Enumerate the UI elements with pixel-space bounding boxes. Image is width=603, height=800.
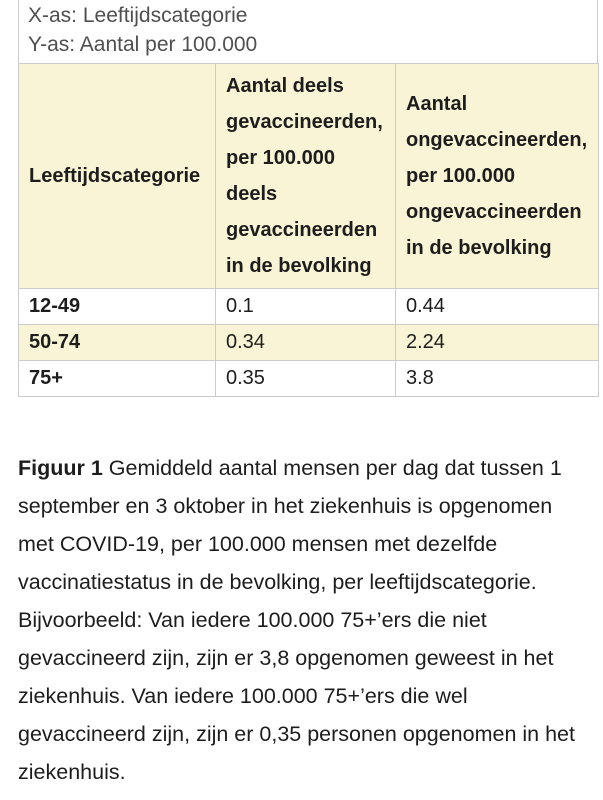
axis-info-box: X-as: Leeftijdscategorie Y-as: Aantal pe… (18, 0, 598, 63)
cell-partly-vaccinated: 0.34 (215, 324, 396, 361)
y-axis-label: Y-as: Aantal per 100.000 (28, 33, 258, 56)
column-header-category: Leeftijdscategorie (18, 63, 216, 289)
header-row: Leeftijdscategorie Aantal deels gevaccin… (18, 63, 599, 289)
figure-caption-text: Gemiddeld aantal mensen per dag dat tuss… (18, 456, 575, 784)
cell-unvaccinated: 3.8 (395, 360, 599, 397)
cell-partly-vaccinated: 0.1 (215, 288, 396, 325)
table-row: 50-74 0.34 2.24 (18, 324, 599, 361)
data-table: Leeftijdscategorie Aantal deels gevaccin… (18, 63, 599, 397)
column-header-partly-vaccinated: Aantal deels gevaccineerden, per 100.000… (215, 63, 396, 289)
figure-caption: Figuur 1 Gemiddeld aantal mensen per dag… (18, 449, 585, 791)
x-axis-label: X-as: Leeftijdscategorie (28, 4, 248, 27)
row-header-category: 12-49 (18, 288, 216, 325)
figure-caption-label: Figuur 1 (18, 456, 103, 480)
cell-unvaccinated: 2.24 (395, 324, 599, 361)
row-header-category: 75+ (18, 360, 216, 397)
row-header-category: 50-74 (18, 324, 216, 361)
table-row: 12-49 0.1 0.44 (18, 288, 599, 325)
table-row: 75+ 0.35 3.8 (18, 360, 599, 397)
column-header-unvaccinated: Aantal ongevaccineerden, per 100.000 ong… (395, 63, 599, 289)
figure-section: X-as: Leeftijdscategorie Y-as: Aantal pe… (18, 0, 599, 791)
cell-partly-vaccinated: 0.35 (215, 360, 396, 397)
cell-unvaccinated: 0.44 (395, 288, 599, 325)
